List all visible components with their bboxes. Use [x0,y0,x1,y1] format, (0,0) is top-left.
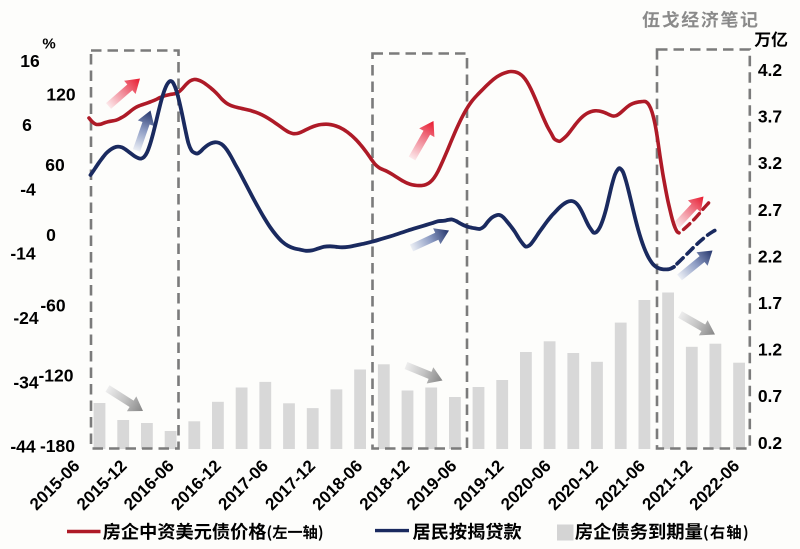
svg-text:3.7: 3.7 [758,107,782,127]
svg-text:6: 6 [22,115,32,135]
svg-text:2.7: 2.7 [758,200,782,220]
svg-text:-24: -24 [13,308,39,328]
svg-text:2.2: 2.2 [758,246,783,266]
svg-text:3.2: 3.2 [758,153,783,173]
svg-text:4.2: 4.2 [758,60,783,80]
svg-text:-4: -4 [20,179,36,199]
svg-text:1.2: 1.2 [758,340,783,360]
svg-text:-60: -60 [40,295,66,315]
svg-text:-120: -120 [38,366,73,386]
svg-text:-180: -180 [40,436,75,456]
svg-text:120: 120 [46,85,75,105]
svg-text:-34: -34 [13,372,39,392]
svg-text:16: 16 [20,51,40,71]
svg-text:0.2: 0.2 [758,433,783,453]
svg-text:%: % [42,36,55,53]
svg-text:-44: -44 [10,437,36,457]
svg-text:0: 0 [46,225,56,245]
svg-text:0.7: 0.7 [758,386,782,406]
svg-text:60: 60 [45,155,65,175]
svg-text:-14: -14 [10,244,36,264]
svg-text:1.7: 1.7 [758,293,782,313]
